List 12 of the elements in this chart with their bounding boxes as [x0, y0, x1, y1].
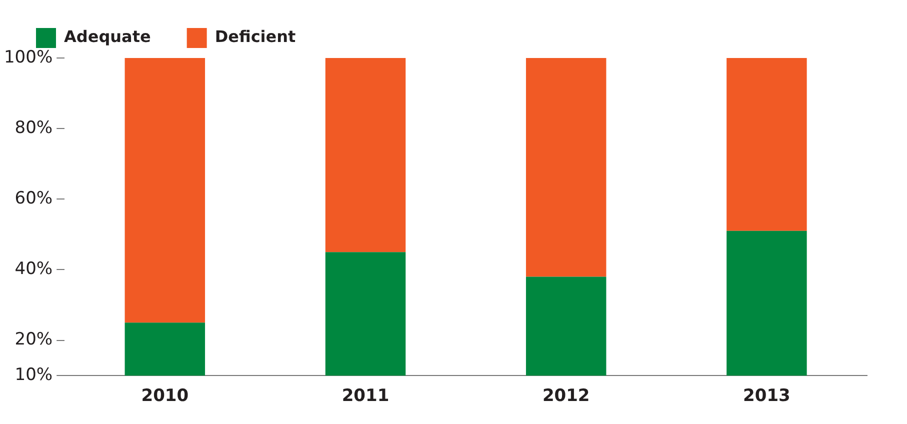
- legend-label: Adequate: [64, 27, 151, 46]
- y-tick-label: 100%: [4, 47, 53, 68]
- y-tick-label: 60%: [14, 188, 53, 209]
- y-tick-label: 20%: [14, 330, 53, 350]
- y-tick-label: 40%: [14, 259, 53, 280]
- y-tick-label: 10%: [14, 365, 53, 386]
- legend-label: Deficient: [214, 27, 296, 46]
- x-tick-label: 2010: [141, 386, 189, 406]
- x-tick-label: 2013: [743, 386, 790, 406]
- y-tick-label: 80%: [14, 118, 53, 138]
- x-tick-label: 2011: [342, 386, 390, 406]
- x-tick-label: 2012: [542, 386, 590, 406]
